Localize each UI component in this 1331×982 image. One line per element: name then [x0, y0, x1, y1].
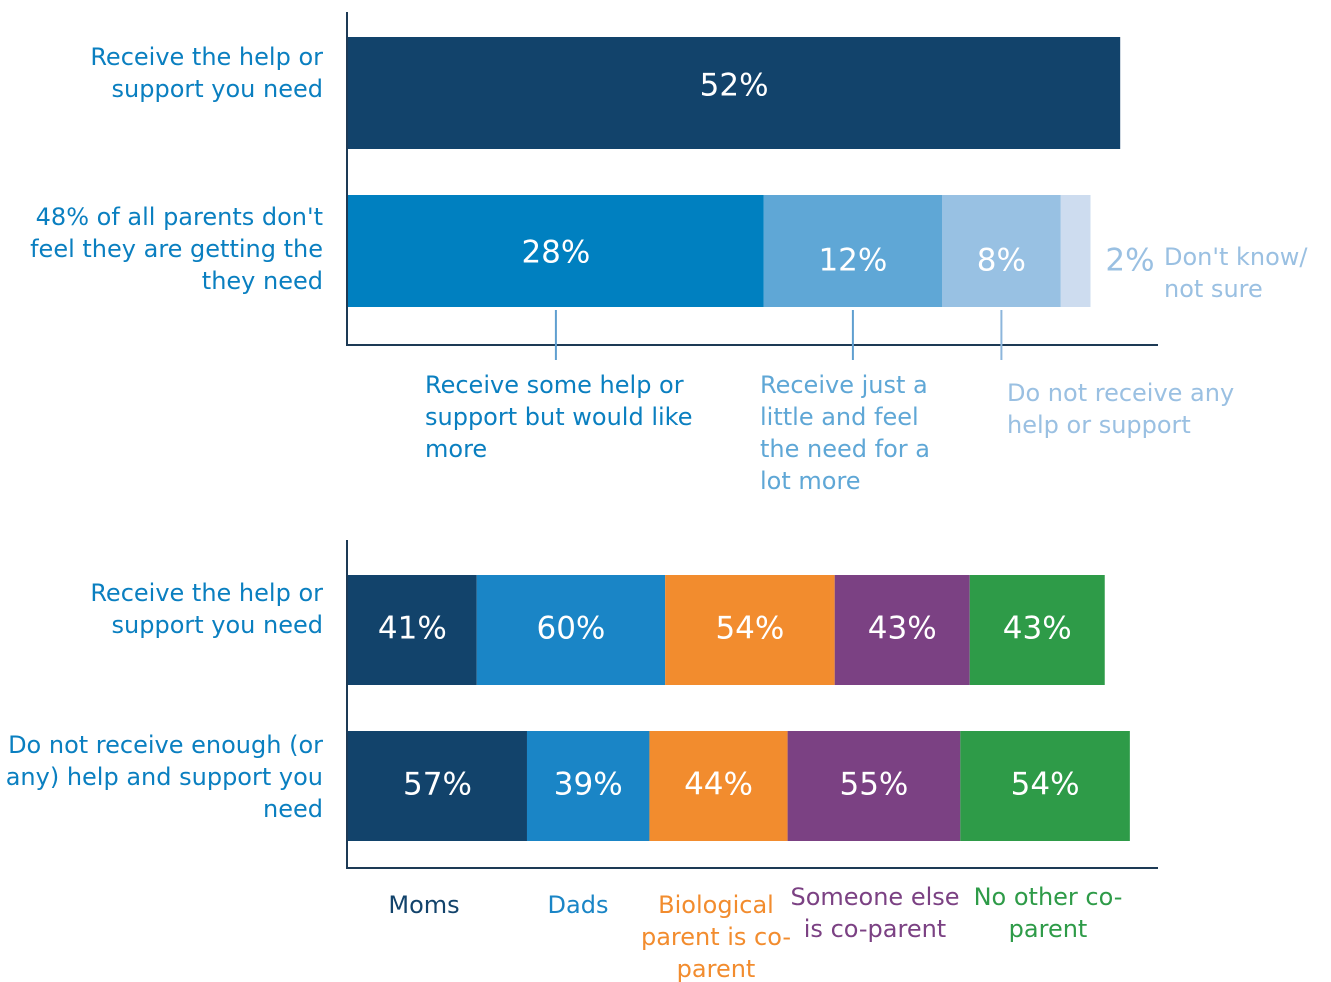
- value-label: 54%: [1011, 767, 1080, 803]
- legend-label: Biological parent is co-parent: [640, 891, 792, 982]
- row-label: Receive the help or support you need: [90, 43, 323, 103]
- value-label: 44%: [684, 767, 753, 803]
- bar-segment: [665, 575, 835, 685]
- bar-segment: [787, 731, 961, 841]
- value-label: 12%: [818, 243, 887, 279]
- bar-segment: [1060, 195, 1091, 307]
- row-label: Do not receive enough (or any) help and …: [5, 731, 323, 823]
- legend-label: Don't know/ not sure: [1164, 243, 1308, 303]
- value-label: 54%: [715, 611, 784, 647]
- bar-segment: [526, 731, 650, 841]
- legend-label: Receive just a little and feel the need …: [760, 371, 930, 495]
- bar-segment: [348, 195, 764, 307]
- value-label: 2%: [1105, 243, 1154, 279]
- value-label: 28%: [521, 235, 590, 271]
- value-label: 55%: [839, 767, 908, 803]
- bar-segment: [348, 731, 527, 841]
- legend-label: Moms: [388, 891, 460, 919]
- legend-label: Someone else is co-parent: [790, 883, 960, 943]
- value-label: 57%: [403, 767, 472, 803]
- value-label: 60%: [536, 611, 605, 647]
- legend-label: Receive some help or support but would l…: [425, 371, 693, 463]
- bar-segment: [476, 575, 666, 685]
- value-label: 39%: [554, 767, 623, 803]
- legend-label: Dads: [547, 891, 609, 919]
- bar-segment: [763, 195, 942, 307]
- value-label: 43%: [1003, 611, 1072, 647]
- legend-label: No other co-parent: [973, 883, 1123, 943]
- legend-label: Do not receive any help or support: [1007, 379, 1235, 439]
- value-label: 52%: [700, 68, 769, 104]
- row-label: Receive the help or support you need: [90, 579, 323, 639]
- bar-segment: [960, 731, 1130, 841]
- bar-segment: [969, 575, 1105, 685]
- row-label: 48% of all parents don't feel they are g…: [30, 203, 323, 295]
- bar-segment: [649, 731, 788, 841]
- value-label: 41%: [378, 611, 447, 647]
- bar-segment: [834, 575, 970, 685]
- value-label: 8%: [977, 243, 1026, 279]
- bar-segment: [348, 575, 477, 685]
- bar-segment: [348, 37, 1121, 149]
- bar-segment: [942, 195, 1061, 307]
- value-label: 43%: [868, 611, 937, 647]
